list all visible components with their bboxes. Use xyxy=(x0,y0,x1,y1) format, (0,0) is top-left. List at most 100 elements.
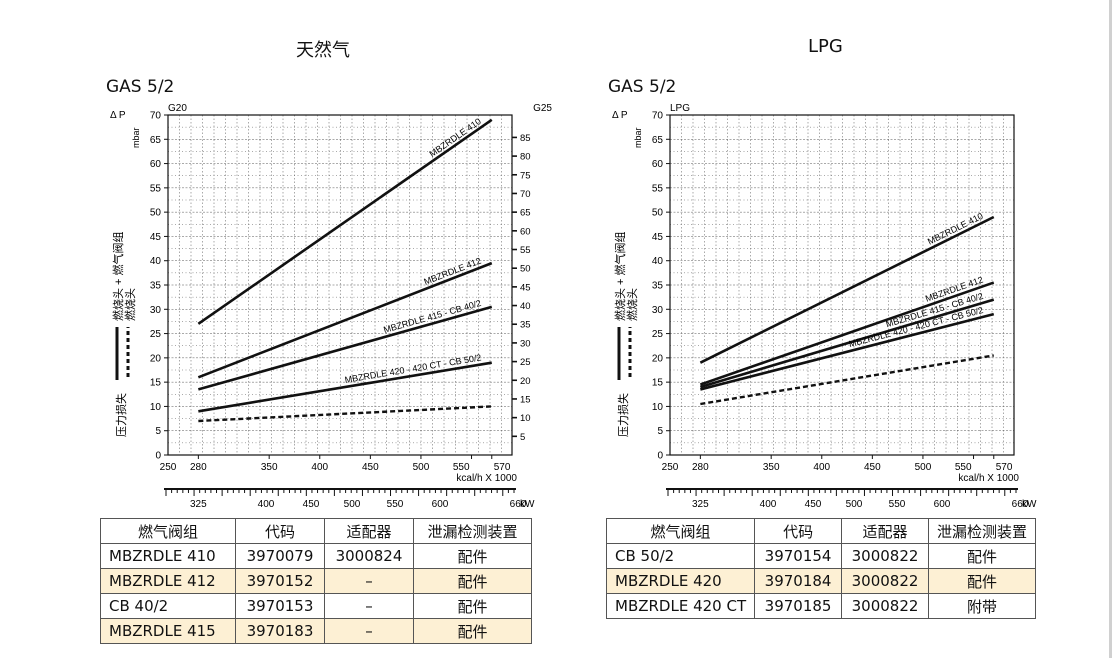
cell-valve: MBZRDLE 420 xyxy=(605,568,756,594)
table-row: MBZRDLE 415 3970183 – 配件 xyxy=(100,618,532,644)
y-tick-label: 10 xyxy=(652,402,664,413)
y-tick-label: 50 xyxy=(150,208,162,219)
kw-tick-label: 550 xyxy=(387,499,404,510)
plot-area: 0 5 10 15 20 25 30 35 40 45 50 55 60 65 70 Δ P mbar G20 G2… xyxy=(110,103,552,510)
right-tick-label: 45 xyxy=(520,282,531,293)
column-header-adapter: 适配器 xyxy=(841,518,929,544)
cell-valve: MBZRDLE 412 xyxy=(100,568,236,594)
series-line xyxy=(699,298,995,389)
x-tick-label: 350 xyxy=(763,462,780,473)
cell-adapter: – xyxy=(324,568,414,594)
kw-tick-label: 325 xyxy=(190,499,207,510)
gas-label-left: LPG xyxy=(670,103,690,114)
table-row: CB 50/2 3970154 3000822 配件 xyxy=(605,543,1037,569)
y-tick-label: 35 xyxy=(150,281,162,292)
kw-tick-label: 600 xyxy=(934,499,951,510)
cell-valve: MBZRDLE 420 CT xyxy=(605,593,756,619)
y-tick-label: 50 xyxy=(652,208,664,219)
y-tick-label: 30 xyxy=(652,305,664,316)
pressure-loss-chart-natural-gas: 0 5 10 15 20 25 30 35 40 45 50 55 60 65 70 Δ P mbar G20 G2… xyxy=(110,103,552,510)
y-tick-label: 65 xyxy=(652,135,664,146)
x-tick-label: 450 xyxy=(362,462,379,473)
column-header-valve: 燃气阀组 xyxy=(605,518,756,544)
series-line xyxy=(700,312,995,391)
x-tick-label: 500 xyxy=(915,462,932,473)
y-tick-label: 70 xyxy=(652,111,664,122)
cell-valve: CB 40/2 xyxy=(100,593,236,619)
series-line xyxy=(699,281,995,386)
y-tick-label: 35 xyxy=(652,281,664,292)
series-label: MBZRDLE 410 xyxy=(926,211,985,247)
cell-leak-detection: 配件 xyxy=(413,618,532,644)
kw-tick-label: 600 xyxy=(432,499,449,510)
kw-tick-label: 550 xyxy=(889,499,906,510)
y-tick-label: 60 xyxy=(150,159,162,170)
series-line xyxy=(700,354,994,406)
y-tick-label: 45 xyxy=(652,232,664,243)
plot-area: 0 5 10 15 20 25 30 35 40 45 50 55 60 65 70 Δ P mbar LPG 25… xyxy=(612,103,1037,510)
column-header-leak-detection: 泄漏检测装置 xyxy=(927,518,1037,544)
right-tick-label: 15 xyxy=(520,394,531,405)
right-tick-label: 60 xyxy=(520,226,531,237)
right-tick-label: 80 xyxy=(520,152,531,163)
x-tick-label: 250 xyxy=(662,462,679,473)
cell-valve: CB 50/2 xyxy=(605,543,756,569)
x-tick-label: 280 xyxy=(190,462,207,473)
kw-axis-unit: kW xyxy=(1022,499,1037,510)
series-line xyxy=(198,361,492,413)
valve-table-lpg: 燃气阀组 代码 适配器 泄漏检测装置 CB 50/2 3970154 30008… xyxy=(605,518,1037,619)
valve-table-natural-gas: 燃气阀组 代码 适配器 泄漏检测装置 MBZRDLE 410 3970079 3… xyxy=(100,518,532,644)
cell-code: 3970185 xyxy=(754,593,843,619)
series-line xyxy=(197,118,493,325)
right-tick-label: 35 xyxy=(520,320,531,331)
y-tick-label: 25 xyxy=(652,329,664,340)
y-tick-label: 25 xyxy=(150,329,162,340)
y-tick-label: 15 xyxy=(652,378,664,389)
right-tick-label: 20 xyxy=(520,376,531,387)
x-tick-label: 280 xyxy=(692,462,709,473)
cell-code: 3970152 xyxy=(235,568,325,594)
y-tick-label: 5 xyxy=(155,426,161,437)
window-edge xyxy=(1109,0,1112,658)
pressure-loss-chart-lpg: 0 5 10 15 20 25 30 35 40 45 50 55 60 65 70 Δ P mbar LPG 25… xyxy=(612,103,1037,510)
cell-code: 3970183 xyxy=(235,618,325,644)
table-header-row: 燃气阀组 代码 适配器 泄漏检测装置 xyxy=(605,518,1037,544)
x-axis-unit: kcal/h X 1000 xyxy=(456,473,517,484)
right-tick-label: 25 xyxy=(520,357,531,368)
kw-tick-label: 450 xyxy=(805,499,822,510)
table-header-row: 燃气阀组 代码 适配器 泄漏检测装置 xyxy=(100,518,532,544)
y-tick-label: 20 xyxy=(652,353,664,364)
kw-tick-label: 500 xyxy=(344,499,361,510)
series-line xyxy=(198,305,493,391)
x-tick-label: 550 xyxy=(955,462,972,473)
cell-leak-detection: 附带 xyxy=(927,593,1037,619)
kw-axis-unit: kW xyxy=(520,499,535,510)
right-tick-label: 85 xyxy=(520,133,531,144)
cell-adapter: – xyxy=(324,618,414,644)
table-row: MBZRDLE 420 3970184 3000822 配件 xyxy=(605,568,1037,594)
y-tick-label: 5 xyxy=(657,426,663,437)
column-header-leak-detection: 泄漏检测装置 xyxy=(413,518,532,544)
x-tick-label: 350 xyxy=(261,462,278,473)
y-axis-unit: mbar xyxy=(633,127,643,148)
cell-code: 3970154 xyxy=(754,543,843,569)
cell-leak-detection: 配件 xyxy=(413,593,532,619)
kw-tick-label: 400 xyxy=(760,499,777,510)
legend-dashed-label: 燃烧头 xyxy=(625,288,639,321)
x-tick-label: 550 xyxy=(453,462,470,473)
gas-label-right: G25 xyxy=(533,103,552,114)
y-axis-label: Δ P xyxy=(612,110,628,121)
chart-subtitle: GAS 5/2 xyxy=(106,77,175,97)
cell-adapter: 3000822 xyxy=(841,568,929,594)
table-row: MBZRDLE 420 CT 3970185 3000822 附带 xyxy=(605,593,1037,619)
y-tick-label: 0 xyxy=(155,451,161,462)
x-tick-label: 570 xyxy=(996,462,1013,473)
kw-tick-label: 660 xyxy=(510,499,527,510)
series-label: MBZRDLE 410 xyxy=(427,116,482,159)
y-tick-label: 70 xyxy=(150,111,162,122)
cell-code: 3970079 xyxy=(235,543,325,569)
right-tick-label: 10 xyxy=(520,413,531,424)
table-row: MBZRDLE 412 3970152 – 配件 xyxy=(100,568,532,594)
y-tick-label: 15 xyxy=(150,378,162,389)
kw-tick-label: 450 xyxy=(303,499,320,510)
